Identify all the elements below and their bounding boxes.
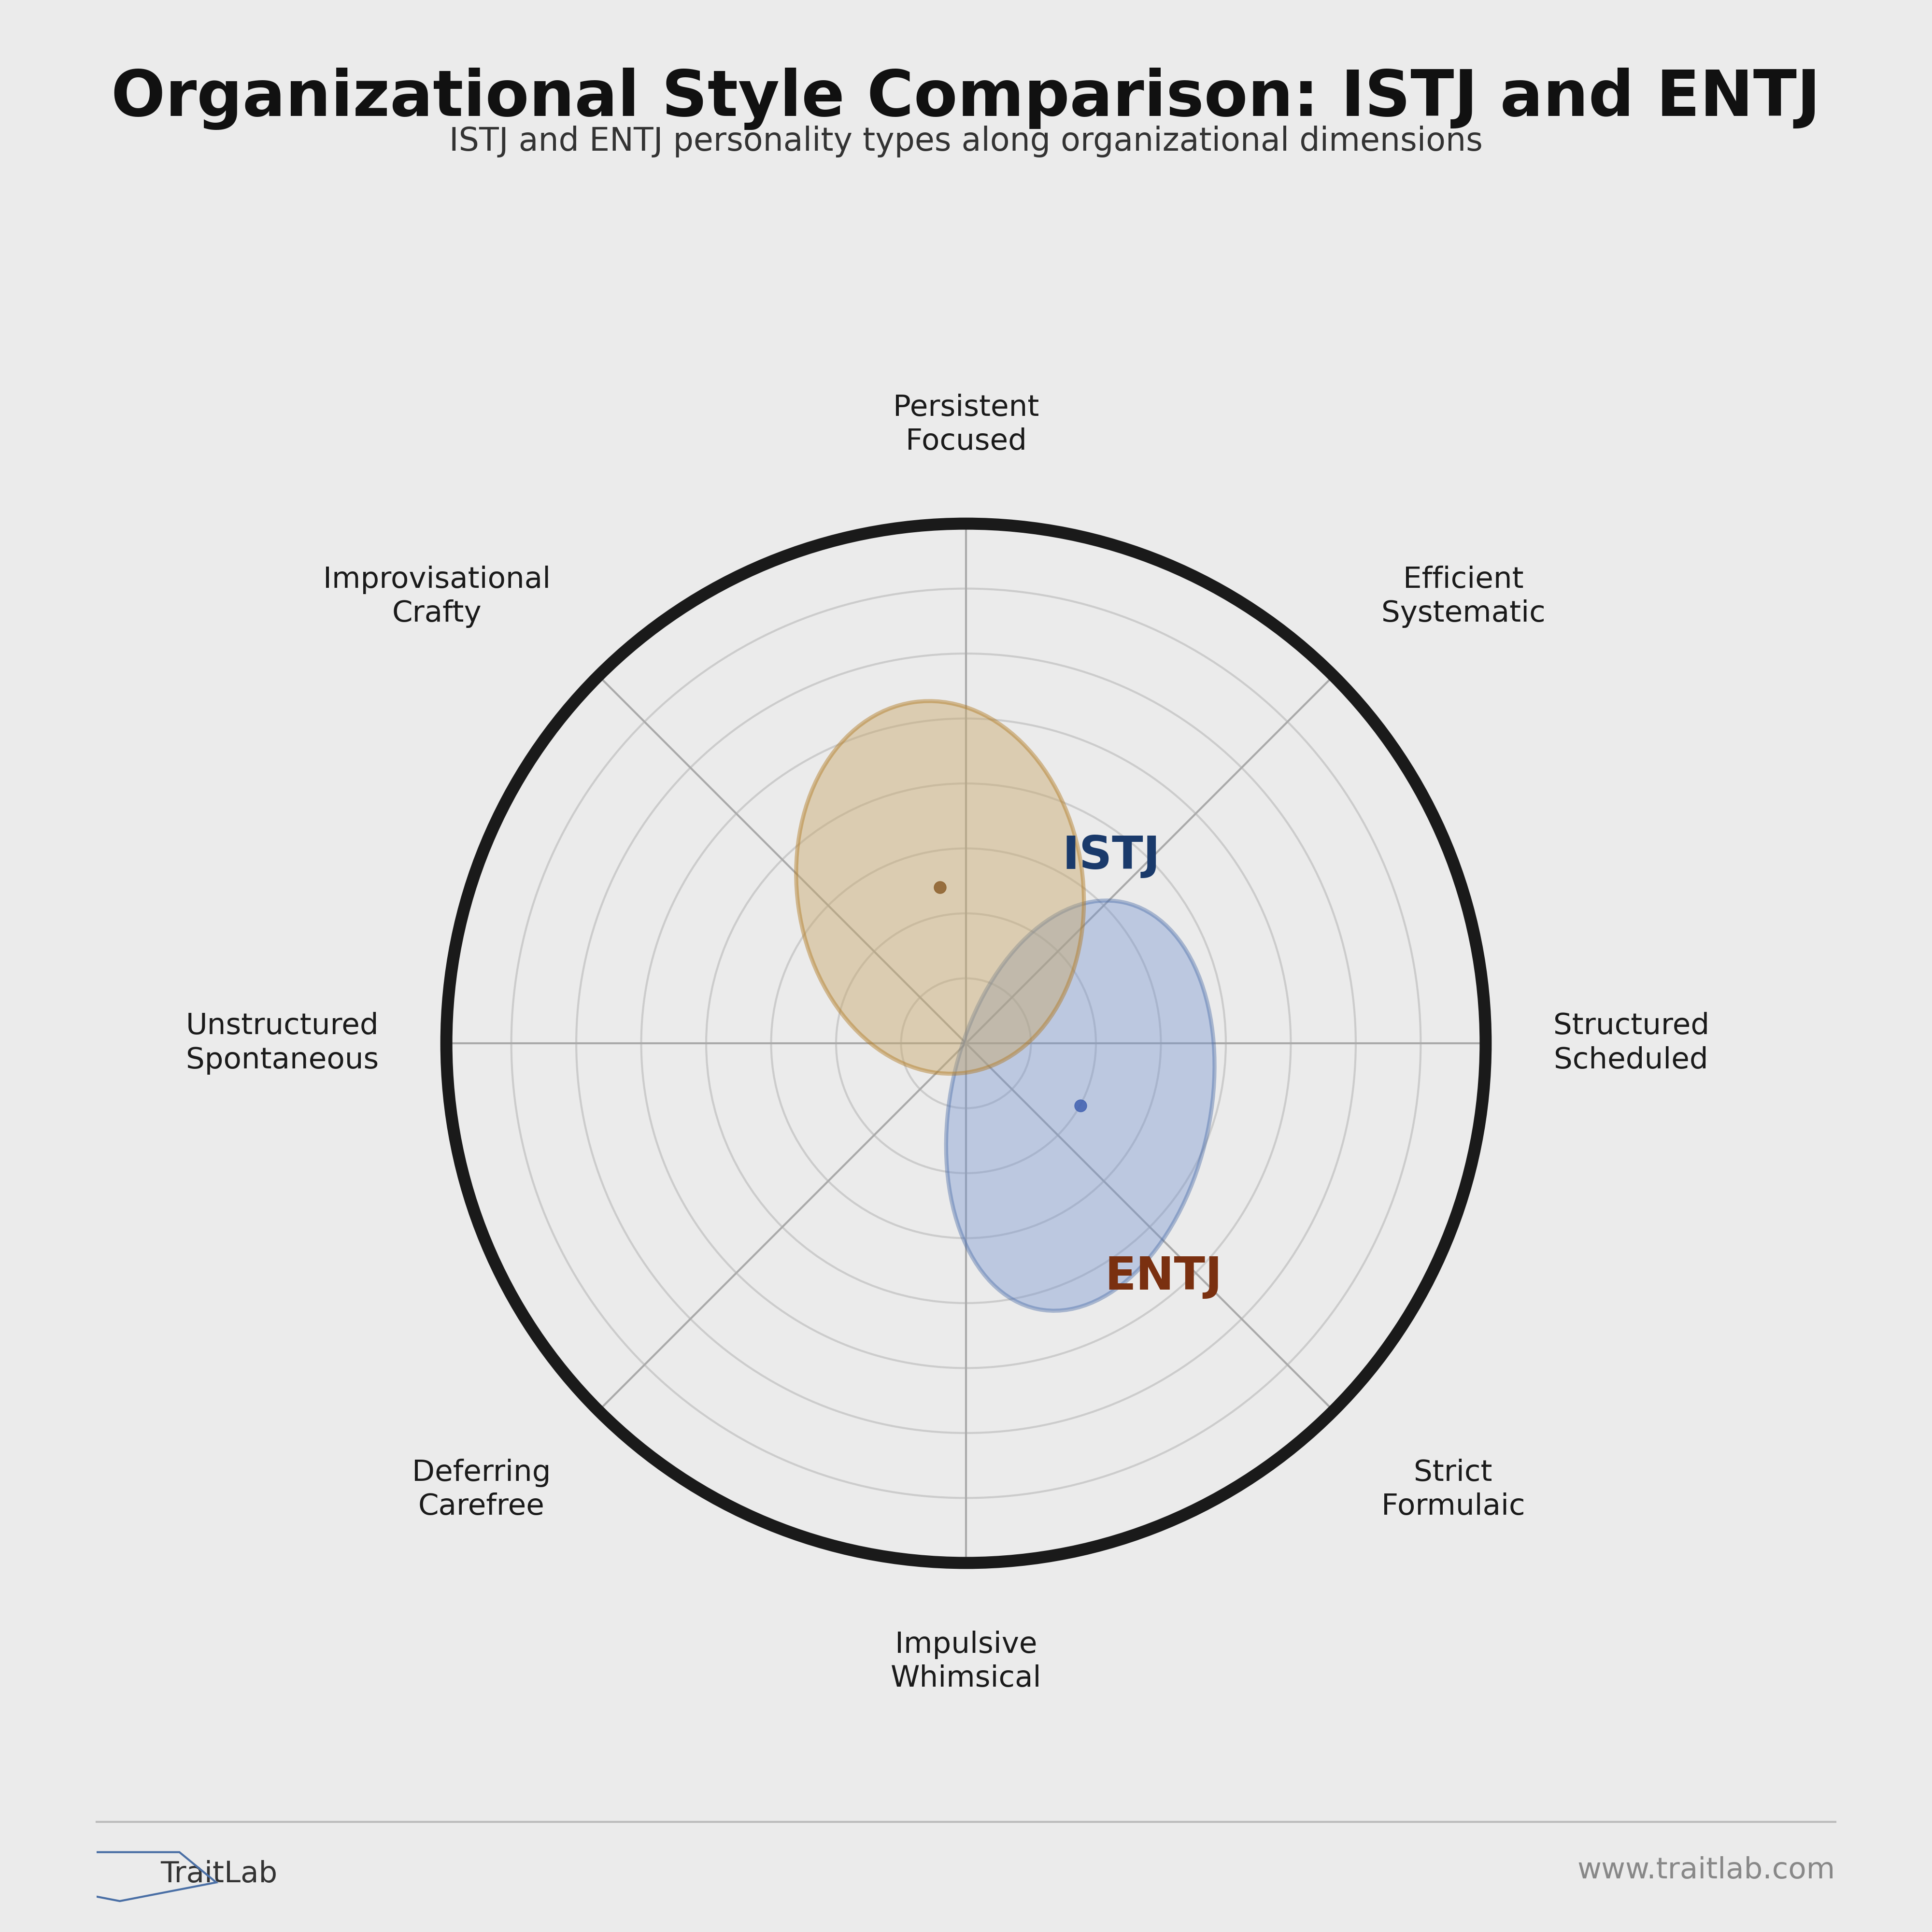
Text: ISTJ and ENTJ personality types along organizational dimensions: ISTJ and ENTJ personality types along or… xyxy=(450,126,1482,158)
Text: Unstructured
Spontaneous: Unstructured Spontaneous xyxy=(185,1012,379,1074)
Text: Impulsive
Whimsical: Impulsive Whimsical xyxy=(891,1631,1041,1692)
Text: ISTJ: ISTJ xyxy=(1063,835,1161,879)
Text: Deferring
Carefree: Deferring Carefree xyxy=(412,1459,551,1520)
Text: TraitLab: TraitLab xyxy=(160,1861,278,1888)
Text: Persistent
Focused: Persistent Focused xyxy=(893,394,1039,456)
Text: Structured
Scheduled: Structured Scheduled xyxy=(1553,1012,1710,1074)
Text: Improvisational
Crafty: Improvisational Crafty xyxy=(323,566,551,628)
Text: Organizational Style Comparison: ISTJ and ENTJ: Organizational Style Comparison: ISTJ an… xyxy=(112,68,1820,129)
Text: Strict
Formulaic: Strict Formulaic xyxy=(1381,1459,1524,1520)
Text: Efficient
Systematic: Efficient Systematic xyxy=(1381,566,1546,628)
Ellipse shape xyxy=(947,900,1215,1310)
Text: www.traitlab.com: www.traitlab.com xyxy=(1577,1857,1835,1884)
Ellipse shape xyxy=(796,701,1084,1074)
Text: ENTJ: ENTJ xyxy=(1105,1256,1223,1300)
